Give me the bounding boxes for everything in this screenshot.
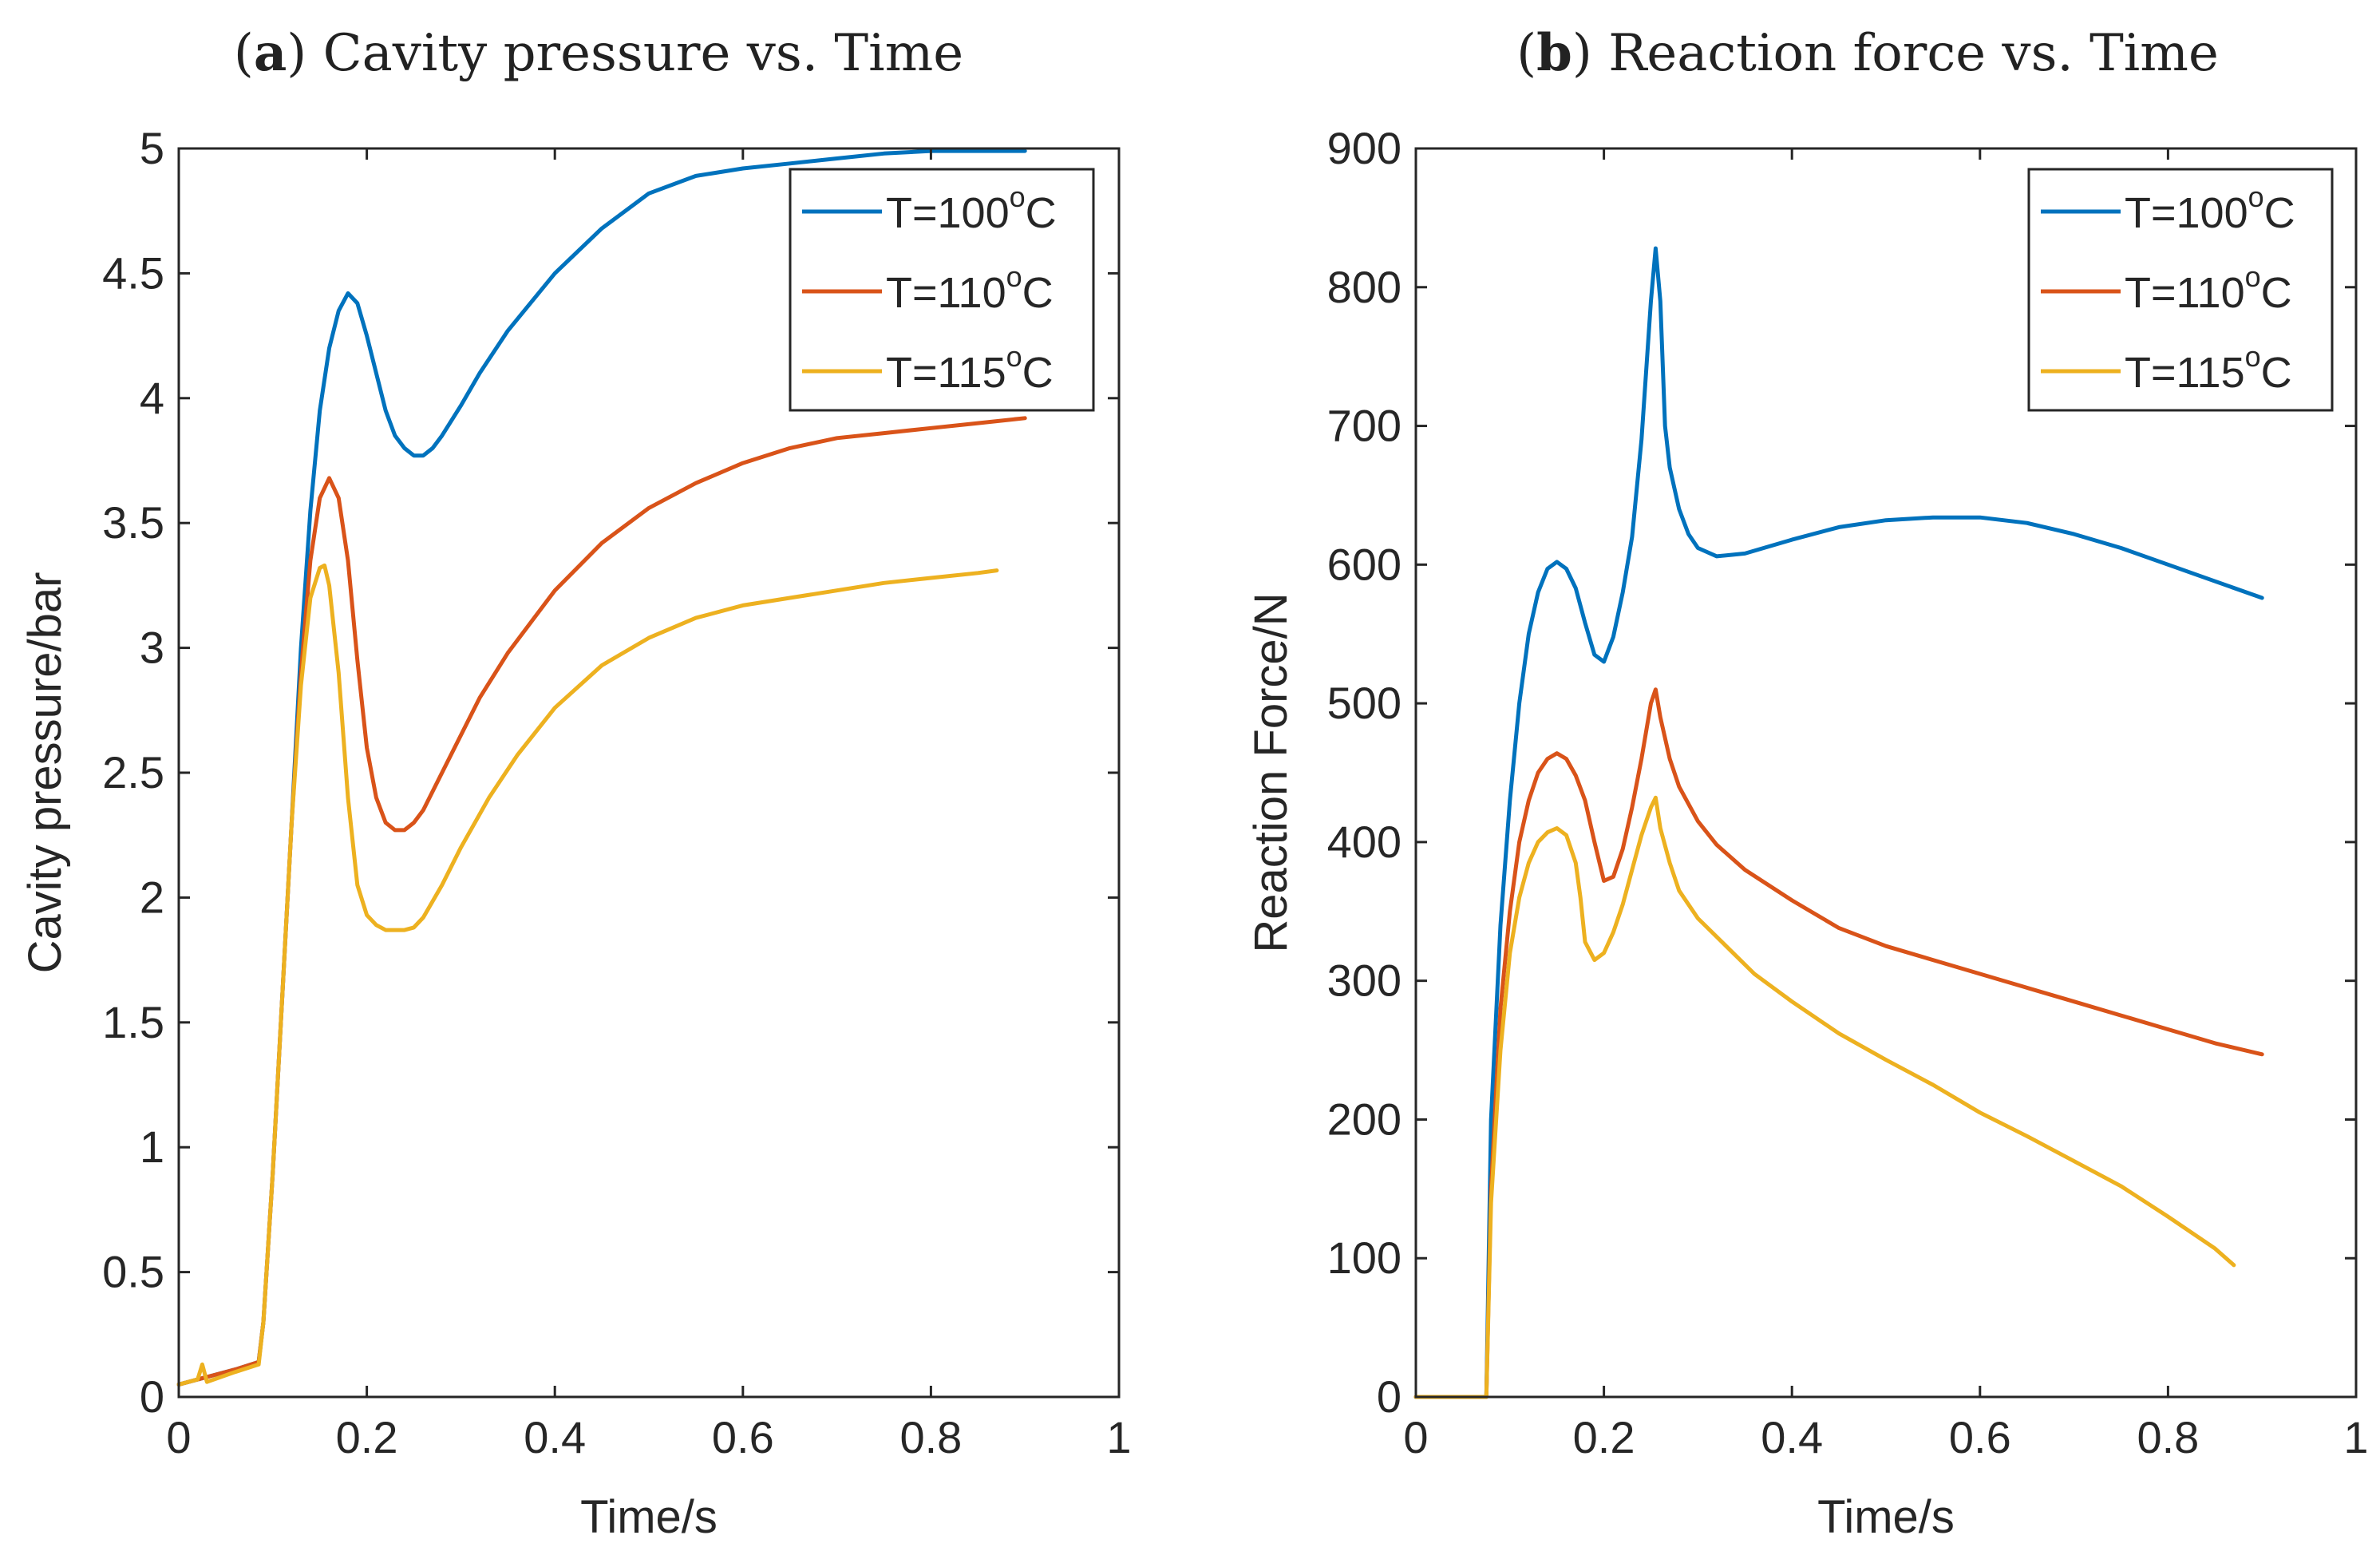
panel-b-reaction-force: (b) Reaction force vs. Time 0 0.2 0.4 0.6 0.… (1245, 23, 2369, 1543)
panel-a-x-ticks: 0 0.2 0.4 0.6 0.8 1 (166, 148, 1132, 1462)
panel-b-y-tick-label: 500 (1327, 678, 1402, 728)
panel-a-x-tick-label: 0 (166, 1412, 191, 1462)
panel-b-y-ticks: 0 100 200 300 400 500 600 700 800 900 (1327, 123, 2356, 1422)
panel-b-x-tick-label: 0.4 (1761, 1412, 1823, 1462)
panel-a-x-tick-label: 0.8 (899, 1412, 962, 1462)
panel-a-y-tick-label: 0.5 (102, 1247, 164, 1297)
panel-a-x-tick-label: 0.2 (336, 1412, 398, 1462)
panel-b-x-tick-label: 0.2 (1573, 1412, 1635, 1462)
panel-b-y-tick-label: 200 (1327, 1094, 1402, 1144)
panel-a-title: (a) Cavity pressure vs. Time (234, 23, 963, 83)
panel-a-title-rest: ) Cavity pressure vs. Time (287, 24, 963, 83)
panel-b-y-tick-label: 700 (1327, 401, 1402, 451)
panel-a-title-letter: a (254, 23, 287, 83)
panel-a-series-t115-line (176, 563, 999, 1387)
panel-a-y-axis-label: Cavity pressure/bar (19, 572, 71, 974)
panel-b-legend-label-110: T=110oC (2125, 260, 2292, 317)
panel-b-title-prefix: ( (1516, 24, 1536, 83)
panel-b-y-axis-label: Reaction Force/N (1245, 592, 1297, 952)
panel-a-x-tick-label: 0.4 (524, 1412, 586, 1462)
panel-b-legend-label-115: T=115oC (2125, 340, 2292, 397)
panel-b-axes-box (1414, 147, 2358, 1399)
panel-a-legend-label-110: T=110oC (886, 260, 1054, 317)
panel-b-series-t115-line (1413, 795, 2236, 1399)
panel-a-legend-label-100: T=100oC (886, 180, 1057, 237)
panel-a-y-ticks: 0 0.5 1 1.5 2 2.5 3 3.5 4 4.5 5 (102, 123, 1119, 1422)
panel-b-x-ticks: 0 0.2 0.4 0.6 0.8 1 (1403, 148, 2369, 1462)
panel-b-series-t100-line (1413, 246, 2264, 1399)
panel-a-x-axis-label: Time/s (580, 1491, 718, 1543)
panel-a-legend-label-115: T=115oC (886, 340, 1054, 397)
panel-a-legend: T=100oC T=110oC T=115oC (789, 168, 1095, 412)
panel-a-title-prefix: ( (234, 24, 254, 83)
panel-b-x-axis-label: Time/s (1817, 1491, 1955, 1543)
panel-b-x-tick-label: 0.8 (2137, 1412, 2199, 1462)
panel-b-y-tick-label: 800 (1327, 262, 1402, 312)
panel-b-x-tick-label: 0.6 (1949, 1412, 2011, 1462)
panel-b-y-tick-label: 300 (1327, 956, 1402, 1006)
panel-b-series-layer (1413, 246, 2264, 1399)
panel-b-x-tick-label: 1 (2343, 1412, 2368, 1462)
panel-b-y-tick-label: 100 (1327, 1233, 1402, 1283)
panel-b-y-tick-label: 400 (1327, 817, 1402, 867)
panel-a-y-tick-label: 3.5 (102, 497, 164, 548)
panel-b-x-tick-label: 0 (1403, 1412, 1428, 1462)
panel-b-series-t110-line (1413, 687, 2264, 1399)
panel-a-y-tick-label: 2 (140, 872, 164, 922)
panel-b-y-tick-label: 900 (1327, 123, 1402, 173)
panel-b-y-tick-label: 0 (1377, 1371, 1402, 1422)
panel-a-x-tick-label: 1 (1106, 1412, 1131, 1462)
panel-b-title: (b) Reaction force vs. Time (1516, 23, 2219, 83)
panel-a-y-tick-label: 4.5 (102, 247, 164, 298)
panel-a-y-tick-label: 2.5 (102, 747, 164, 797)
panel-b-legend-label-100: T=100oC (2125, 180, 2295, 237)
panel-a-y-tick-label: 3 (140, 623, 164, 673)
panel-a-y-tick-label: 4 (140, 373, 164, 423)
panel-a-y-tick-label: 1 (140, 1122, 164, 1172)
panel-a-x-tick-label: 0.6 (712, 1412, 774, 1462)
panel-a-series-layer (176, 148, 1027, 1387)
panel-b-y-tick-label: 600 (1327, 539, 1402, 589)
panel-a-cavity-pressure: (a) Cavity pressure vs. Time 0 0.2 0.4 0.6 0… (19, 23, 1132, 1543)
panel-a-y-tick-label: 0 (140, 1371, 164, 1422)
panel-b-title-letter: b (1536, 23, 1572, 83)
panel-a-y-tick-label: 5 (140, 123, 164, 173)
panel-b-title-rest: ) Reaction force vs. Time (1572, 24, 2219, 83)
panel-b-legend: T=100oC T=110oC T=115oC (2027, 168, 2334, 412)
panel-a-y-tick-label: 1.5 (102, 997, 164, 1047)
